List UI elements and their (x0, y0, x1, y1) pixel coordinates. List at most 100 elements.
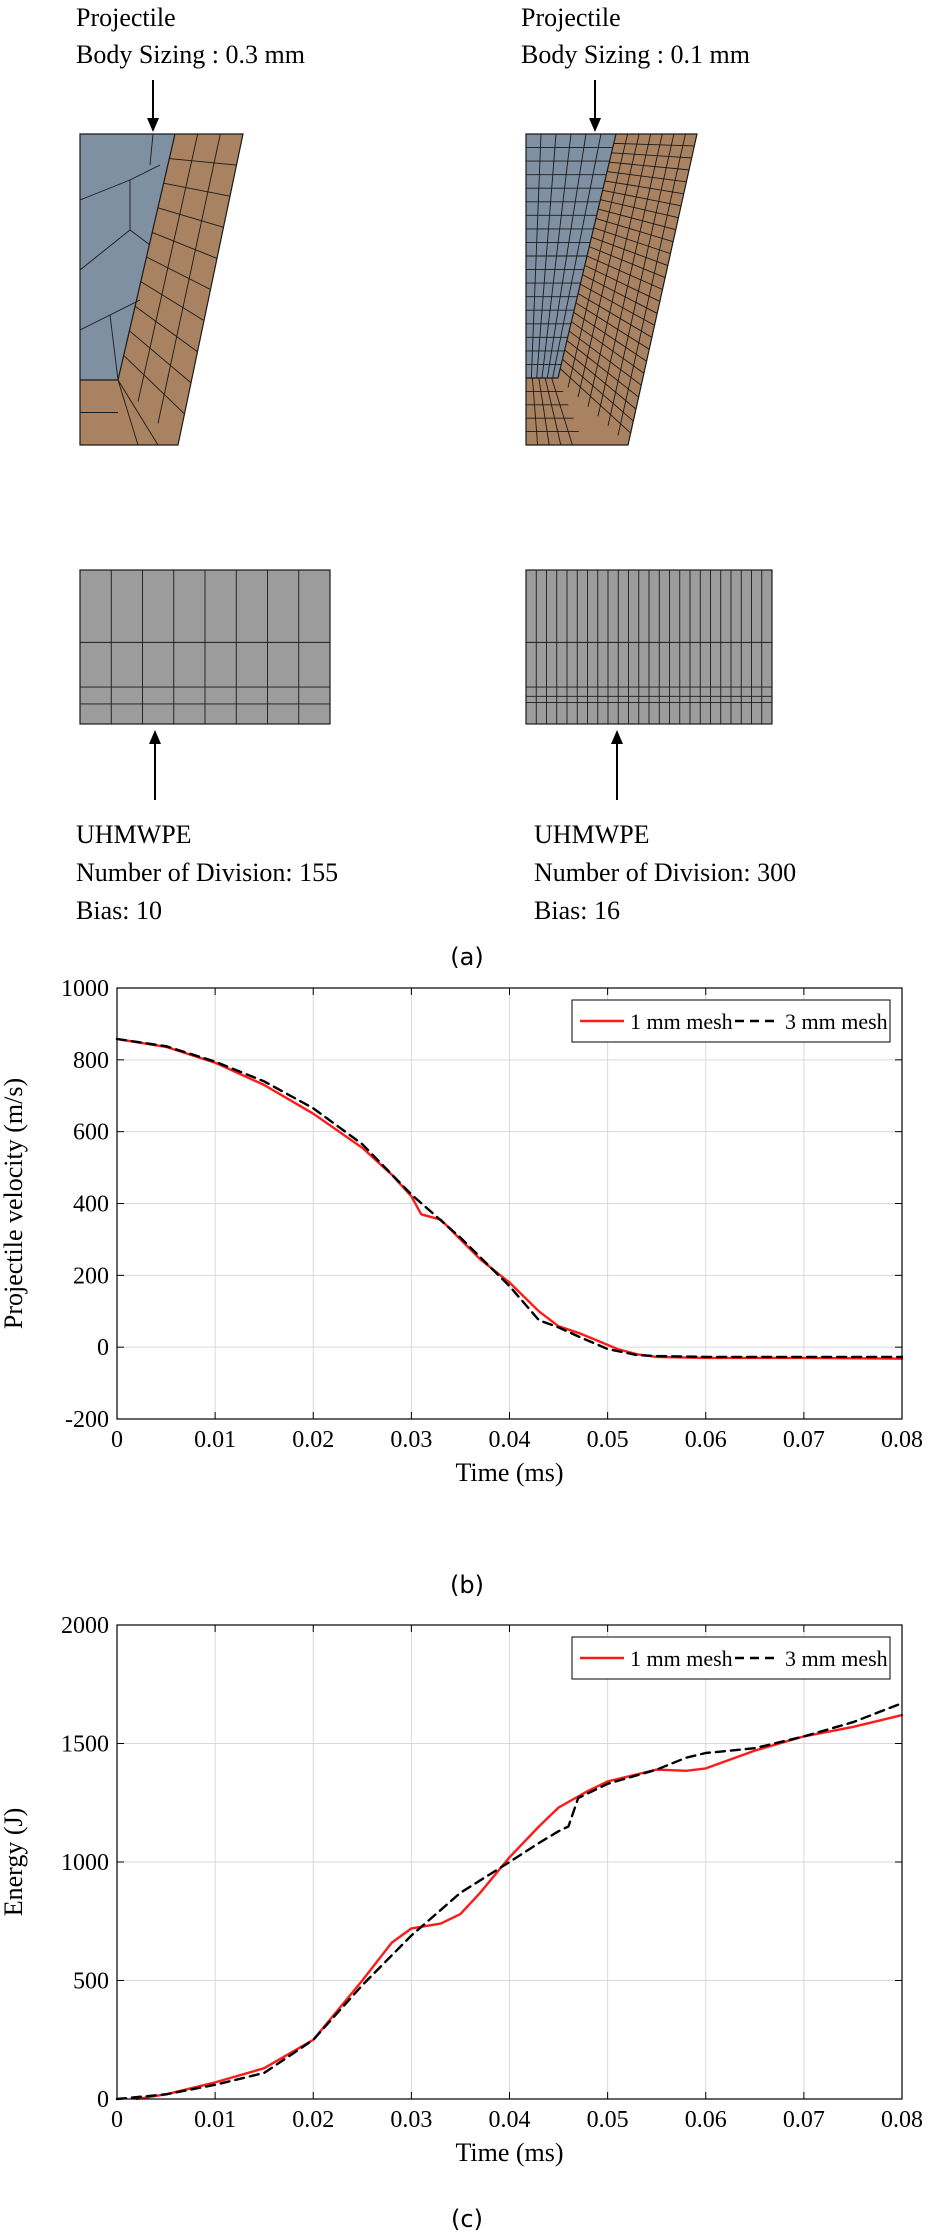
left-plate-title: UHMWPE (76, 820, 192, 849)
y-tick-label: 500 (73, 1969, 109, 1995)
coarse-corner-mesh-line (117, 379, 139, 446)
x-tick-label: 0.05 (587, 2107, 629, 2133)
plate-mesh-coarse (79, 569, 331, 725)
coarse-target-mesh-line (152, 231, 218, 259)
x-tick-label: 0.02 (292, 2107, 334, 2133)
fine-target-mesh-line (568, 330, 642, 386)
legend-label: 1 mm mesh (630, 1009, 733, 1034)
fine-target-mesh-line (607, 171, 687, 183)
right-plate-divisions: Number of Division: 300 (534, 858, 796, 887)
fine-base-mesh-line (551, 377, 573, 446)
fine-target-mesh-line (575, 302, 650, 350)
legend-label: 3 mm mesh (785, 1646, 888, 1671)
x-tick-label: 0.06 (685, 1427, 727, 1453)
coarse-projectile-mesh-line (109, 314, 119, 381)
projectile-mesh-coarse (79, 133, 244, 446)
velocity-x-axis-label: Time (ms) (455, 1458, 563, 1487)
y-tick-label: 0 (97, 2087, 109, 2113)
y-tick-label: 800 (73, 1048, 109, 1074)
right-plate-title: UHMWPE (534, 820, 650, 849)
energy-ticks: 0 0.01 0.02 0.03 0.04 0.05 0.06 0.07 0.08 0 500 100… (61, 1613, 923, 2133)
y-tick-label: 1500 (61, 1732, 109, 1758)
y-tick-label: 2000 (61, 1613, 109, 1639)
x-tick-label: 0.03 (390, 2107, 432, 2133)
velocity-grid (116, 987, 903, 1420)
coarse-outline (79, 133, 244, 446)
plate-mesh-fine (525, 569, 773, 725)
coarse-plate-lines (80, 570, 330, 724)
energy-legend: 1 mm mesh 3 mm mesh (571, 1636, 891, 1680)
velocity-series (115, 1037, 904, 1360)
arrow-up-right (611, 730, 623, 800)
y-tick-label: -200 (65, 1407, 109, 1433)
fine-target-mesh-line (566, 340, 639, 398)
fine-base-mesh-line (538, 377, 550, 446)
fine-plate-lines (526, 570, 772, 724)
coarse-corner-mesh-line (117, 379, 159, 446)
y-tick-label: 1000 (61, 976, 109, 1002)
left-plate-bias: Bias: 10 (76, 896, 162, 925)
coarse-target-mesh-line (146, 256, 211, 290)
chart-velocity: 0 0.01 0.02 0.03 0.04 0.05 0.06 0.07 0.08-200020… (0, 976, 923, 1487)
fine-target-mesh-line (602, 189, 682, 207)
coarse-mesh-lines (79, 133, 237, 446)
fine-target-mesh-line (604, 180, 684, 195)
coarse-target-mesh-line (123, 355, 185, 415)
y-tick-label: 400 (73, 1192, 109, 1218)
fine-target-mesh-line (562, 358, 634, 422)
series-1mm-line (135, 1713, 904, 2101)
fine-outline (525, 133, 698, 446)
fine-mesh-lines (526, 133, 695, 446)
right-plate-bias: Bias: 16 (534, 896, 620, 925)
legend-label: 1 mm mesh (630, 1646, 733, 1671)
right-projectile-sizing: Body Sizing : 0.1 mm (521, 40, 750, 69)
coarse-projectile-mesh-line (149, 133, 154, 166)
x-tick-label: 0.04 (489, 2107, 531, 2133)
coarse-target-mesh-line (169, 158, 237, 166)
x-tick-label: 0.08 (881, 1427, 923, 1453)
x-tick-label: 0.05 (587, 1427, 629, 1453)
projectile-mesh-fine (525, 133, 698, 446)
coarse-projectile-mesh-line (79, 229, 131, 271)
series-3mm-line (115, 1037, 904, 1359)
velocity-legend: 1 mm mesh 3 mm mesh (571, 999, 891, 1043)
fine-target-mesh-line (589, 246, 666, 278)
energy-x-axis-label: Time (ms) (455, 2138, 563, 2167)
fine-target-mesh-line (593, 227, 671, 255)
panel-a: Projectile Body Sizing : 0.3 mm Projecti… (76, 3, 796, 971)
fine-target-mesh-line (584, 264, 661, 302)
fine-target-mesh-line (573, 311, 647, 362)
arrow-down-left (147, 80, 159, 132)
x-tick-label: 0.03 (390, 1427, 432, 1453)
energy-y-axis-label: Energy (J) (0, 1808, 28, 1917)
x-tick-label: 0.07 (783, 1427, 825, 1453)
arrow-down-right (589, 80, 601, 132)
x-tick-label: 0.08 (881, 2107, 923, 2133)
fine-target-mesh-line (582, 274, 658, 314)
left-projectile-sizing: Body Sizing : 0.3 mm (76, 40, 305, 69)
fine-target-mesh-line (577, 293, 653, 338)
energy-series (115, 1701, 904, 2101)
coarse-projectile-mesh-line (109, 299, 141, 316)
y-tick-label: 0 (97, 1335, 109, 1361)
y-tick-label: 600 (73, 1120, 109, 1146)
fine-target-mesh-line (580, 283, 655, 326)
coarse-target-mesh-line (129, 330, 192, 384)
legend-box (571, 999, 891, 1043)
fine-target-mesh-line (564, 349, 637, 410)
fine-target-mesh-line (591, 236, 668, 266)
arrow-up-left (149, 730, 161, 800)
caption-a: (a) (450, 943, 483, 971)
x-tick-label: 0.06 (685, 2107, 727, 2133)
right-projectile-title: Projectile (521, 3, 621, 32)
coarse-projectile-mesh-line (129, 164, 161, 181)
fine-target-mesh-line (571, 321, 645, 374)
fine-target-mesh-line (595, 218, 674, 243)
coarse-target-mesh-line (140, 281, 205, 321)
fine-base-mesh-line (544, 377, 562, 446)
coarse-target-mesh-line (134, 305, 198, 353)
coarse-target-region (80, 134, 243, 445)
fine-interface-line (557, 133, 617, 379)
caption-b: (b) (450, 1571, 484, 1599)
